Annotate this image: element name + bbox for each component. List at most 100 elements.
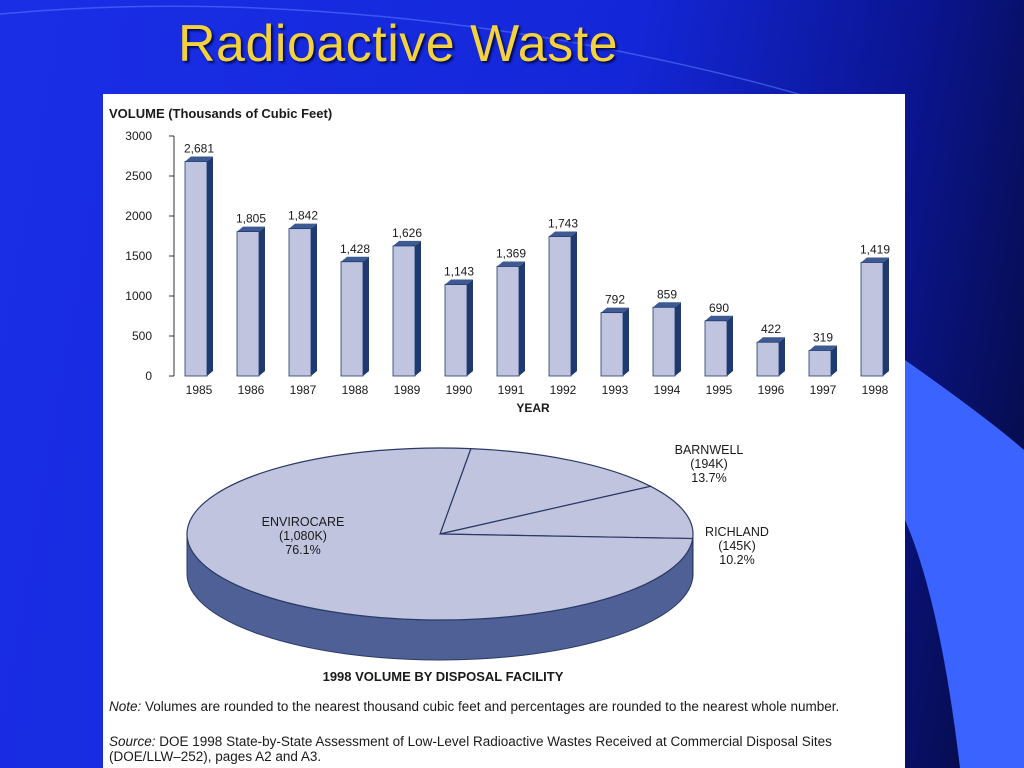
x-axis-label: YEAR (516, 401, 550, 415)
x-tick-label: 1993 (602, 383, 629, 397)
pie-chart: ENVIROCARE(1,080K)76.1% BARNWELL(194K)13.… (186, 443, 769, 684)
bar-value-label: 1,419 (860, 242, 890, 256)
pie-label-richland: RICHLAND(145K)10.2% (705, 525, 769, 567)
pie-label-name: BARNWELL (675, 443, 744, 457)
bar-value-label: 690 (709, 301, 729, 315)
x-tick-label: 1988 (342, 383, 369, 397)
bars: 2,681 1,805 1,842 1,428 1,626 1,143 1,369 1,743… (184, 142, 890, 377)
pie-label-percent: 10.2% (719, 553, 754, 567)
bar-1990: 1,143 (444, 265, 474, 377)
bar-1985: 2,681 (184, 142, 214, 377)
x-tick-label: 1998 (862, 383, 889, 397)
bar-top (809, 345, 837, 351)
bar-top (653, 302, 681, 308)
pie-slice-envirocare (186, 447, 694, 621)
y-tick-label: 500 (132, 329, 152, 343)
pie-label-barnwell: BARNWELL(194K)13.7% (675, 443, 744, 485)
bar-top (757, 337, 785, 343)
bar-front (548, 236, 572, 377)
bar-value-label: 1,626 (392, 226, 422, 240)
bar-1995: 690 (704, 301, 733, 377)
bar-1992: 1,743 (548, 217, 578, 377)
bar-top (393, 240, 421, 246)
x-tick-label: 1990 (446, 383, 473, 397)
bar-front (600, 312, 624, 377)
pie-title: 1998 VOLUME BY DISPOSAL FACILITY (323, 669, 564, 684)
slide-title: Radioactive Waste (178, 15, 619, 73)
bar-front (392, 245, 416, 377)
bar-side (727, 315, 733, 376)
x-tick-label: 1989 (394, 383, 421, 397)
bar-top (705, 315, 733, 321)
pie-body (186, 447, 694, 661)
bar-top (341, 256, 369, 262)
pie-label-percent: 13.7% (691, 471, 726, 485)
bar-front (236, 231, 260, 377)
x-tick-label: 1987 (290, 383, 317, 397)
bar-side (363, 256, 369, 376)
x-tick-label: 1994 (654, 383, 681, 397)
bar-top (185, 156, 213, 162)
x-tick-label: 1996 (758, 383, 785, 397)
bar-top (289, 223, 317, 229)
bar-1989: 1,626 (392, 226, 422, 377)
bar-front (444, 284, 468, 377)
y-axis-label: VOLUME (Thousands of Cubic Feet) (109, 106, 332, 121)
bar-front (860, 262, 884, 377)
pie-slice-barnwell (439, 448, 653, 535)
source-lead: Source: (109, 734, 156, 749)
x-ticks: 1985 1986 1987 1988 1989 1990 1991 1992 1993 1994… (186, 383, 889, 397)
bar-side (519, 261, 525, 376)
x-tick-label: 1992 (550, 383, 577, 397)
bar-1993: 792 (600, 293, 629, 377)
bar-front (756, 341, 780, 377)
bar-top (237, 226, 265, 232)
bar-value-label: 319 (813, 330, 833, 344)
pie-label-amount: (1,080K) (279, 529, 327, 543)
pie-label-name: RICHLAND (705, 525, 769, 539)
y-ticks: 0 500 1000 1500 2000 2500 3000 (125, 129, 174, 383)
bar-1997: 319 (808, 330, 837, 377)
pie-label-amount: (194K) (690, 457, 728, 471)
note-lead: Note: (109, 699, 142, 714)
bar-front (808, 350, 832, 377)
x-tick-label: 1985 (186, 383, 213, 397)
x-tick-label: 1997 (810, 383, 837, 397)
bar-value-label: 1,143 (444, 265, 474, 279)
y-tick-label: 3000 (125, 129, 152, 143)
y-tick-label: 0 (145, 369, 152, 383)
pie-slice-richland (439, 485, 694, 540)
bar-side (831, 345, 837, 376)
y-tick-label: 2000 (125, 209, 152, 223)
bar-value-label: 1,743 (548, 217, 578, 231)
x-tick-label: 1995 (706, 383, 733, 397)
bar-value-label: 1,805 (236, 212, 266, 226)
bar-front (288, 228, 312, 377)
bar-side (311, 223, 317, 376)
bar-side (467, 279, 473, 376)
source-text: DOE 1998 State-by-State Assessment of Lo… (109, 734, 832, 764)
bar-1996: 422 (756, 322, 785, 377)
bar-top (445, 279, 473, 285)
bar-side (883, 257, 889, 376)
bar-value-label: 859 (657, 287, 677, 301)
x-tick-label: 1991 (498, 383, 525, 397)
figure-panel: VOLUME (Thousands of Cubic Feet) 0 500 100… (103, 94, 905, 768)
accent-swoosh (905, 360, 1024, 768)
bar-chart: VOLUME (Thousands of Cubic Feet) 0 500 100… (109, 106, 890, 415)
y-tick-label: 1000 (125, 289, 152, 303)
bar-front (496, 266, 520, 377)
x-tick-label: 1986 (238, 383, 265, 397)
bar-1987: 1,842 (288, 209, 318, 377)
pie-label-envirocare: ENVIROCARE(1,080K)76.1% (262, 515, 345, 557)
bar-value-label: 2,681 (184, 142, 214, 156)
bar-front (184, 161, 208, 377)
bar-side (779, 337, 785, 376)
note-text: Volumes are rounded to the nearest thous… (141, 699, 840, 714)
bar-value-label: 1,842 (288, 209, 318, 223)
note-paragraph: Note: Volumes are rounded to the nearest… (109, 699, 899, 714)
bar-side (623, 307, 629, 376)
pie-label-amount: (145K) (718, 539, 756, 553)
pie-labels: ENVIROCARE(1,080K)76.1% BARNWELL(194K)13.… (262, 443, 769, 567)
bar-value-label: 422 (761, 322, 781, 336)
